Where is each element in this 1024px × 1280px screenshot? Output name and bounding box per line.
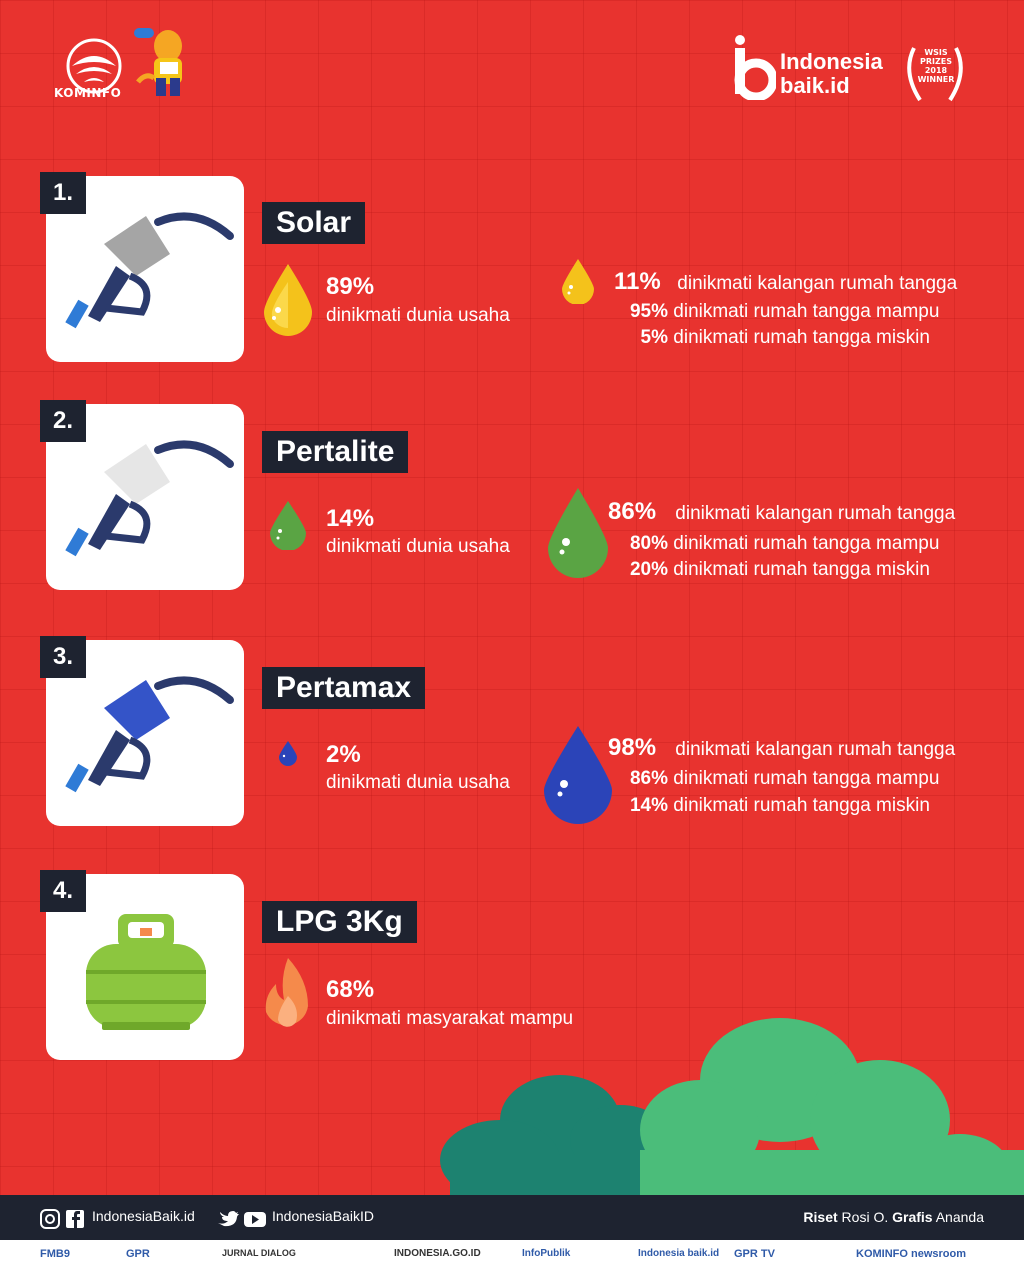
right-line-3: 14% dinikmati rumah tangga miskin — [614, 795, 930, 817]
drop-green-large-icon — [548, 488, 608, 578]
drop-green-small-icon — [270, 501, 306, 550]
wsis-line4: WINNER — [917, 75, 955, 84]
riset-name: Rosi O. — [841, 1209, 889, 1225]
right-label: dinikmati kalangan rumah tangga — [675, 503, 956, 524]
drop-yellow-small-icon — [562, 259, 594, 304]
line3-label: dinikmati rumah tangga miskin — [673, 795, 930, 816]
partner-logo[interactable]: InfoPublik — [522, 1248, 571, 1259]
item-title: Pertalite — [262, 431, 409, 473]
line2-percent: 86% — [629, 768, 668, 789]
footer-bar — [0, 1195, 1024, 1240]
partner-logo[interactable]: INDONESIA.GO.ID — [394, 1248, 481, 1259]
kominfo-label: KOMINFO — [54, 86, 122, 100]
line3-percent: 5% — [640, 327, 668, 348]
gas-tank-icon — [86, 914, 206, 1030]
right-line-3: 20% dinikmati rumah tangga miskin — [614, 559, 930, 581]
wsis-line1: WSIS — [924, 48, 948, 57]
fire-icon — [265, 958, 308, 1027]
item-title: LPG 3Kg — [262, 901, 417, 943]
twitter-youtube-icon[interactable] — [216, 1209, 266, 1229]
left-label: dinikmati dunia usaha — [326, 772, 510, 793]
bushes-decoration — [440, 1018, 1024, 1195]
line3-label: dinikmati rumah tangga miskin — [673, 559, 930, 580]
item-number: 2. — [40, 400, 86, 442]
line2-label: dinikmati rumah tangga mampu — [673, 533, 940, 554]
kominfo-logo-icon — [66, 38, 122, 94]
item-number: 1. — [40, 172, 86, 214]
social-handle-2[interactable]: IndonesiaBaikID — [272, 1208, 374, 1224]
partner-logo[interactable]: Indonesia baik.id — [638, 1248, 720, 1259]
right-line-1: 11% dinikmati kalangan rumah tangga — [614, 268, 957, 296]
drop-blue-large-icon — [544, 726, 612, 824]
left-percent: 14% — [326, 505, 375, 532]
wsis-line3: 2018 — [924, 66, 948, 75]
wsis-line2: PRIZES — [919, 57, 953, 66]
item-title: Solar — [262, 202, 366, 244]
partners-bar — [0, 1240, 1024, 1280]
left-label: dinikmati dunia usaha — [326, 305, 510, 326]
ib-line1: Indonesia — [780, 49, 883, 74]
line3-percent: 14% — [629, 795, 668, 816]
social-handle-1[interactable]: IndonesiaBaik.id — [92, 1208, 195, 1224]
grafis-label: Grafis — [892, 1209, 933, 1225]
right-percent: 86% — [608, 498, 657, 525]
right-line-2: 80% dinikmati rumah tangga mampu — [614, 533, 939, 555]
right-line-1: 86% dinikmati kalangan rumah tangga — [608, 498, 955, 526]
grafis-name: Ananda — [935, 1209, 984, 1225]
fuel-nozzle-icon — [65, 676, 234, 793]
fuel-nozzle-icon — [65, 440, 234, 557]
credits: Riset Rosi O. Grafis Ananda — [803, 1209, 984, 1225]
ib-line2: baik.id — [780, 73, 850, 98]
mascot-icon — [134, 28, 182, 96]
item-number: 4. — [40, 870, 86, 912]
right-label: dinikmati kalangan rumah tangga — [677, 273, 958, 294]
indonesia-baik-logo-icon — [734, 35, 776, 100]
riset-label: Riset — [803, 1209, 838, 1225]
pertalite-card — [46, 404, 244, 590]
partner-logo[interactable]: JURNAL DIALOG — [222, 1248, 296, 1258]
line3-percent: 20% — [629, 559, 668, 580]
drop-yellow-icon — [264, 264, 312, 336]
left-label: dinikmati masyarakat mampu — [326, 1008, 574, 1029]
line2-label: dinikmati rumah tangga mampu — [673, 301, 940, 322]
partner-logo[interactable]: GPR TV — [734, 1248, 775, 1260]
item-number: 3. — [40, 636, 86, 678]
left-label: dinikmati dunia usaha — [326, 536, 510, 557]
line2-percent: 95% — [629, 301, 668, 322]
left-percent: 89% — [326, 273, 375, 300]
right-percent: 98% — [608, 734, 657, 761]
right-line-1: 98% dinikmati kalangan rumah tangga — [608, 734, 955, 762]
instagram-facebook-icon[interactable] — [40, 1209, 86, 1229]
item-title: Pertamax — [262, 667, 426, 709]
line2-label: dinikmati rumah tangga mampu — [673, 768, 940, 789]
partner-logo[interactable]: FMB9 — [40, 1248, 70, 1260]
left-percent: 2% — [326, 741, 361, 768]
right-line-2: 86% dinikmati rumah tangga mampu — [614, 768, 939, 790]
line3-label: dinikmati rumah tangga miskin — [673, 327, 930, 348]
wsis-laurel-icon — [907, 47, 963, 102]
right-line-2: 95% dinikmati rumah tangga mampu — [614, 301, 939, 323]
partner-logo[interactable]: GPR — [126, 1248, 150, 1260]
line2-percent: 80% — [629, 533, 668, 554]
left-percent: 68% — [326, 976, 375, 1003]
fuel-nozzle-icon — [65, 212, 234, 329]
wsis-badge: WSIS PRIZES 2018 WINNER — [916, 48, 956, 84]
right-label: dinikmati kalangan rumah tangga — [675, 739, 956, 760]
indonesia-baik-wordmark: Indonesia baik.id — [780, 50, 883, 98]
partner-logo[interactable]: KOMINFO newsroom — [856, 1248, 967, 1260]
drop-blue-tiny-icon — [279, 741, 297, 766]
right-percent: 11% — [614, 268, 661, 295]
right-line-3: 5% dinikmati rumah tangga miskin — [614, 327, 930, 349]
